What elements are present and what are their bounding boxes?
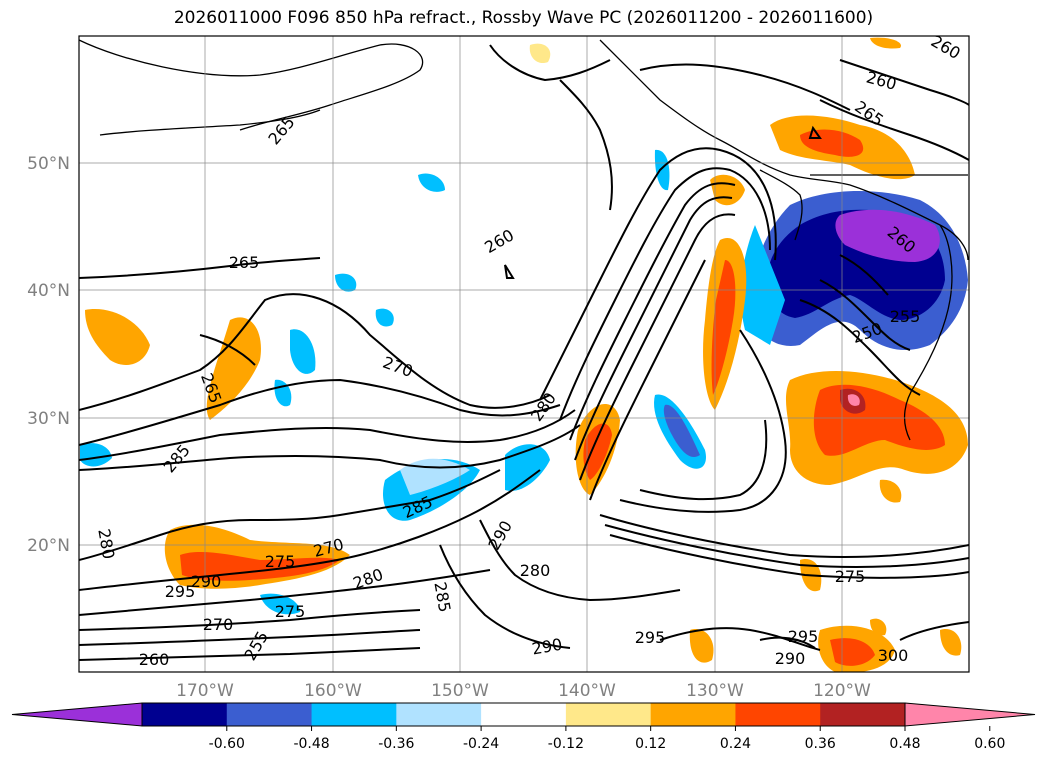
longitude-axis: 170°W 160°W 150°W 140°W 130°W 120°W (176, 681, 871, 701)
colorbar-segment (565, 703, 652, 726)
refractivity-contours (79, 44, 969, 661)
contour-label: 275 (275, 602, 306, 621)
lat-label: 30°N (27, 409, 70, 429)
colorbar-extend-high (904, 702, 1036, 727)
lon-label: 170°W (176, 681, 234, 701)
colorbar-tick-label: 0.12 (635, 736, 666, 752)
contour-label: 280 (520, 561, 551, 580)
colorbar: -0.60 -0.48 -0.36 -0.24 -0.12 0.12 0.24 0.36 0.4… (11, 702, 1036, 752)
colorbar-tick-label: -0.12 (548, 736, 584, 752)
colorbar-extend-low (11, 702, 143, 727)
colorbar-tick-label: 0.24 (720, 736, 751, 752)
lat-label: 40°N (27, 281, 70, 301)
coastlines (79, 39, 969, 441)
map-title: 2026011000 F096 850 hPa refract., Rossby… (173, 8, 874, 28)
contour-label: 290 (775, 649, 806, 668)
contour-label: 260 (139, 650, 170, 669)
lat-label: 50°N (27, 154, 70, 174)
contour-label: 300 (878, 646, 909, 665)
contour-label: 270 (203, 615, 234, 634)
contour-label: 295 (165, 582, 196, 601)
contour-label: 255 (890, 307, 921, 326)
graticule (79, 36, 969, 672)
lon-label: 130°W (686, 681, 744, 701)
colorbar-tick-label: -0.24 (463, 736, 499, 752)
colorbar-tick-label: 0.60 (974, 736, 1005, 752)
contour-label: 275 (265, 552, 296, 571)
colorbar-segment (650, 703, 736, 726)
colorbar-segment (142, 703, 228, 726)
lon-label: 150°W (431, 681, 489, 701)
latitude-axis: 50°N 40°N 30°N 20°N (27, 154, 70, 556)
map-border (78, 35, 970, 673)
colorbar-tick-label: -0.60 (209, 736, 245, 752)
colorbar-segment (226, 703, 313, 726)
colorbar-segment (735, 703, 821, 726)
lat-label: 20°N (27, 536, 70, 556)
colorbar-segment (396, 703, 482, 726)
lon-label: 120°W (813, 681, 871, 701)
contour-label: 295 (788, 627, 819, 646)
contour-label: 275 (835, 567, 866, 586)
colorbar-tick-label: 0.36 (805, 736, 836, 752)
colorbar-border (141, 702, 906, 727)
colorbar-tick-label: 0.48 (889, 736, 920, 752)
contour-label: 295 (635, 628, 666, 647)
colorbar-segment (481, 703, 567, 726)
lon-label: 160°W (304, 681, 362, 701)
contour-label: 290 (191, 572, 222, 591)
contour-label: 265 (229, 253, 260, 272)
lon-label: 140°W (558, 681, 616, 701)
colorbar-tick-label: -0.36 (378, 736, 414, 752)
colorbar-tick-label: -0.48 (293, 736, 329, 752)
colorbar-segment (311, 703, 397, 726)
colorbar-segment (820, 703, 906, 726)
